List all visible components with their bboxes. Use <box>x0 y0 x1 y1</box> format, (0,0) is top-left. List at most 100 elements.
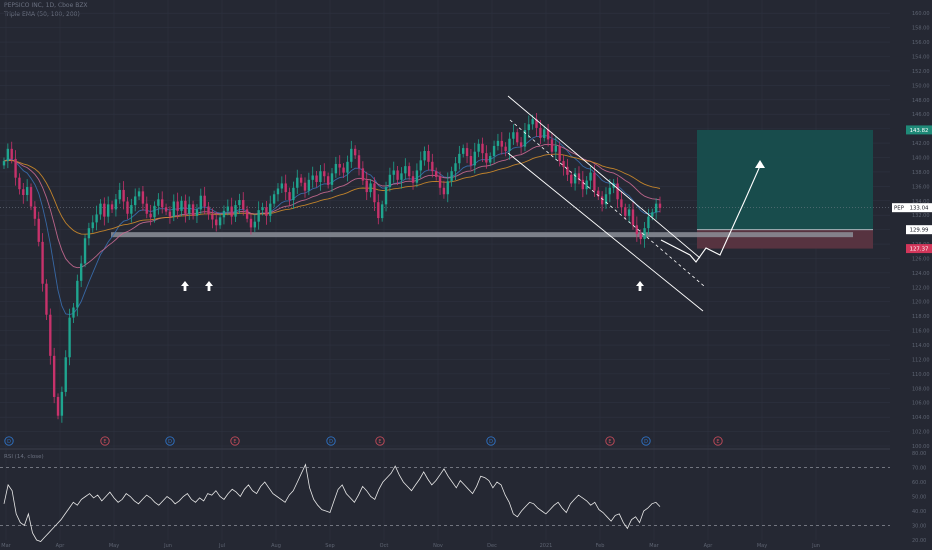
candle-body <box>269 203 272 216</box>
candle <box>83 234 87 268</box>
candle <box>558 141 561 167</box>
price-axis-label: 134.00 <box>912 199 930 205</box>
candle-body <box>137 191 141 197</box>
candle <box>114 193 118 217</box>
candle <box>288 187 291 206</box>
candle-body <box>134 196 137 206</box>
candle-body <box>566 166 569 175</box>
price-axis: 160.00 158.00 156.00 154.00 152.00 150.00 148.… <box>912 11 930 450</box>
ema-200-line <box>3 153 661 235</box>
candle <box>570 171 573 188</box>
candle <box>164 203 168 216</box>
candle-body <box>489 156 492 163</box>
candle-body <box>388 174 392 188</box>
candle <box>87 222 91 246</box>
candle-body <box>238 200 241 206</box>
candle-body <box>87 228 91 239</box>
candle <box>639 229 642 245</box>
candle <box>477 139 480 158</box>
time-axis-label: 2021 <box>540 543 553 549</box>
candle-body <box>207 206 210 215</box>
event-marker-label: E <box>716 439 719 445</box>
candle-body <box>311 175 314 180</box>
candle <box>203 186 206 215</box>
candle <box>431 153 434 178</box>
candle-body <box>423 150 426 161</box>
candle-body <box>651 212 654 217</box>
candle <box>384 181 388 212</box>
event-marker-label: E <box>378 439 381 445</box>
candle <box>523 122 527 152</box>
candle-body <box>29 187 33 207</box>
candle-body <box>149 213 152 218</box>
earnings-marker: E <box>605 436 615 446</box>
time-axis-label: Apr <box>704 543 714 549</box>
candle-body <box>350 148 353 162</box>
candle-body <box>49 314 52 356</box>
candle <box>149 204 152 226</box>
candle-body <box>141 191 145 204</box>
price-axis-label: 150.00 <box>912 83 930 89</box>
candle <box>396 165 399 186</box>
time-axis-label: Aug <box>271 543 281 549</box>
candle <box>2 157 6 170</box>
candle-body <box>203 195 206 207</box>
candle-body <box>411 176 415 183</box>
dividend-marker: D <box>4 436 14 446</box>
event-marker-label: E <box>233 439 236 445</box>
candle-body <box>211 214 214 220</box>
price-tag-value: 133.04 <box>910 206 929 212</box>
candle-body <box>620 199 623 208</box>
candle-body <box>589 172 592 181</box>
candle-body <box>554 145 558 152</box>
candle-body <box>353 148 357 156</box>
candle-body <box>658 203 662 208</box>
candle <box>581 171 585 198</box>
candle-body <box>454 163 457 172</box>
dividend-marker: D <box>326 436 336 446</box>
candle-body <box>647 216 650 229</box>
candle <box>130 198 133 223</box>
time-axis-label: Apr <box>56 543 66 549</box>
candle-body <box>319 171 322 182</box>
candle <box>226 199 230 216</box>
price-axis-label: 122.00 <box>912 285 930 291</box>
candle-body <box>415 170 419 183</box>
candle <box>41 233 44 292</box>
candle <box>68 308 71 366</box>
candle-body <box>519 142 523 147</box>
candle <box>543 125 546 142</box>
price-axis-label: 132.00 <box>912 213 930 219</box>
candle-body <box>635 225 639 234</box>
price-axis-label: 124.00 <box>912 271 930 277</box>
candle <box>157 193 160 215</box>
candle <box>280 176 284 193</box>
candle <box>215 211 218 232</box>
candle-body <box>153 205 156 218</box>
rsi-axis-label: 50.00 <box>912 495 926 501</box>
candle-body <box>450 171 453 182</box>
candle <box>272 190 276 208</box>
trend-channel <box>507 95 705 312</box>
candle-body <box>161 199 164 208</box>
candle <box>485 145 488 169</box>
candle <box>496 133 500 151</box>
candle-body <box>230 206 233 217</box>
candle-body <box>570 174 573 184</box>
candle <box>188 196 191 220</box>
candle-body <box>654 203 658 213</box>
candle-body <box>469 156 473 166</box>
candle-body <box>242 200 245 210</box>
price-tag-bg <box>906 225 932 235</box>
candle <box>37 211 40 247</box>
candle-body <box>624 207 627 216</box>
candle <box>153 201 156 223</box>
candle-body <box>14 158 17 178</box>
candle-body <box>492 145 496 157</box>
price-axis-label: 104.00 <box>912 415 930 421</box>
candle-body <box>122 189 125 202</box>
candle <box>492 140 496 164</box>
rsi-axis-label: 70.00 <box>912 466 926 472</box>
candle <box>118 182 121 204</box>
